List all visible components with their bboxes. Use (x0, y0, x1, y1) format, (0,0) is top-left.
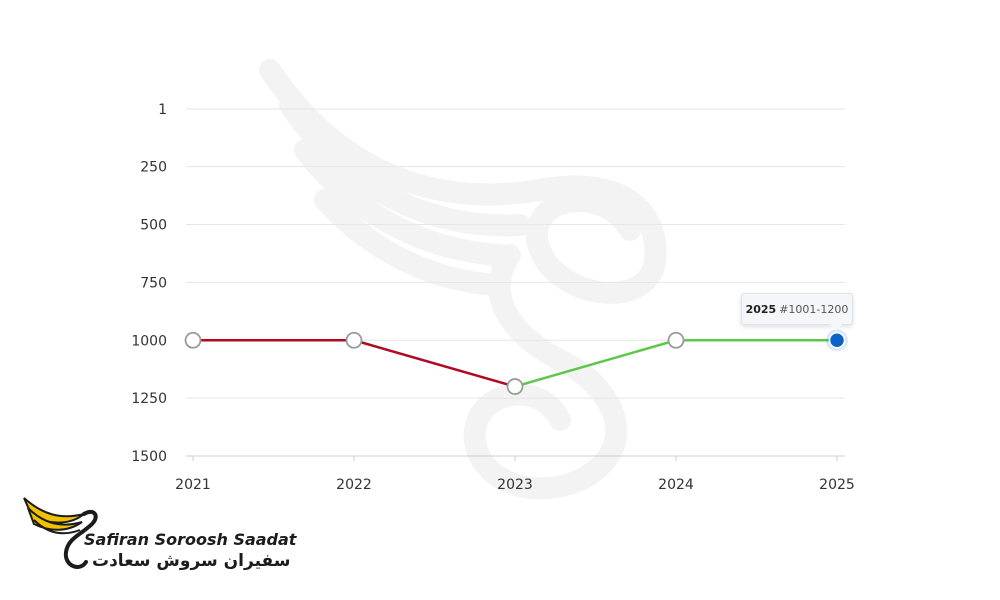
y-tick-label: 1 (158, 102, 167, 118)
x-tick-label: 2024 (658, 477, 694, 493)
data-point (667, 331, 685, 349)
brand-name-en: Safiran Soroosh Saadat (84, 530, 297, 549)
tooltip-year: 2025 (745, 302, 777, 316)
y-tick-label: 1000 (131, 333, 167, 349)
point-tooltip: 2025 #1001-1200 (741, 293, 853, 331)
brand-name-fa: سفیران سروش سعادت (92, 551, 291, 571)
x-tick-label: 2023 (497, 477, 533, 493)
series-line-segment (352, 339, 517, 388)
x-tick-label: 2021 (175, 477, 211, 493)
x-tick-label: 2025 (819, 477, 855, 493)
data-point (345, 331, 363, 349)
y-tick-label: 1500 (131, 449, 167, 465)
watermark-emblem (259, 59, 667, 500)
brand-logo: Safiran Soroosh Saadat سفیران سروش سعادت (22, 494, 296, 578)
y-tick-label: 1250 (131, 391, 167, 407)
y-tick-label: 250 (140, 160, 167, 176)
series-line-segment (513, 339, 678, 388)
x-tick-label: 2022 (336, 477, 372, 493)
data-point (506, 378, 524, 395)
wing-s-logo-icon (23, 497, 98, 569)
tooltip-range: #1001-1200 (779, 302, 849, 316)
y-tick-label: 750 (140, 275, 167, 291)
y-tick-label: 500 (140, 218, 167, 234)
data-point (184, 331, 202, 349)
data-point-highlighted (828, 332, 846, 349)
